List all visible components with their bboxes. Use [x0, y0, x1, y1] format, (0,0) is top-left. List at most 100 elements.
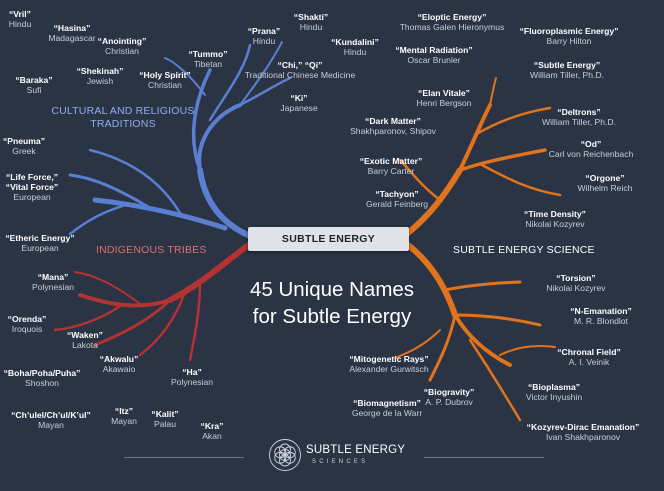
energy-origin: Hindu — [252, 35, 276, 46]
cultural-branch — [68, 202, 132, 236]
energy-name: “Chi,” “Qi” — [277, 60, 323, 70]
energy-origin: Henri Bergson — [416, 97, 472, 108]
energy-name: “Fluoroplasmic Energy” — [519, 26, 619, 36]
energy-name-entry: “N-Emanation” M. R. Blondlot — [531, 306, 664, 327]
energy-name-entry: “Tachyon” Gerald Feinberg — [327, 189, 467, 210]
science-branch — [468, 338, 522, 422]
headline: 45 Unique Names for Subtle Energy — [216, 276, 448, 330]
logo-text-sub: SCIENCES — [312, 459, 369, 465]
science-branch — [398, 158, 442, 202]
energy-name: “Chronal Field” — [557, 347, 621, 357]
energy-name: “Hasina” — [53, 23, 91, 33]
footer-rule-left — [124, 457, 244, 458]
energy-origin: Tibetan — [193, 58, 223, 69]
energy-name-entry: “Exotic Matter” Barry Carter — [321, 156, 461, 177]
science-trunk — [405, 242, 458, 318]
energy-name-entry: “Vril” Hindu — [0, 9, 90, 30]
energy-origin: Jewish — [86, 75, 114, 86]
energy-origin: William Tiller, Ph.D. — [541, 116, 616, 127]
energy-origin: Hindu — [8, 18, 32, 29]
cultural-branch — [191, 68, 212, 172]
science-branch — [428, 313, 457, 382]
energy-name-entry: “Kalit” Palau — [95, 409, 235, 430]
flower-of-life-icon — [269, 439, 301, 471]
energy-name: “Dark Matter” — [365, 116, 421, 126]
science-branch — [489, 77, 497, 106]
energy-name-entry: “Kundalini” Hindu — [285, 37, 425, 58]
energy-name: “Deltrons” — [557, 107, 601, 117]
energy-name: “Shakti” — [293, 12, 329, 22]
energy-name: “Vril” — [9, 9, 31, 19]
energy-name-entry: “Deltrons” William Tiller, Ph.D. — [509, 107, 649, 128]
energy-name-entry: “Tummo” Tibetan — [138, 49, 278, 70]
energy-name-entry: “Hasina” Madagascar — [2, 23, 142, 44]
energy-name: “Prana” — [247, 26, 281, 36]
energy-origin: Christian — [148, 79, 182, 90]
category-science-text: SUBTLE ENERGY SCIENCE — [453, 244, 595, 256]
energy-name-entry: “Chronal Field” A. I. Veinik — [519, 347, 659, 368]
energy-origin: Akawaio — [102, 363, 136, 374]
energy-origin: Lakota — [72, 339, 98, 350]
energy-name-entry: “Boha/Poha/Puha” Shoshon — [0, 368, 112, 389]
energy-name-entry: “Subtle Energy” William Tiller, Ph.D. — [497, 60, 637, 81]
energy-origin: Nikolai Kozyrev — [546, 282, 606, 293]
energy-origin: Shoshon — [25, 377, 59, 388]
energy-name: “Mana” — [37, 272, 69, 282]
energy-name-entry: “Pneuma” Greek — [0, 136, 94, 157]
energy-origin: Madagascar — [48, 32, 96, 43]
energy-origin: Mayan — [111, 415, 137, 426]
energy-name: “Ch’ulel/Ch’ul/K’ul” — [11, 410, 91, 420]
energy-origin: Gerald Feinberg — [365, 198, 429, 209]
energy-name-entry: “Life Force,” “Vital Force” European — [0, 172, 102, 203]
category-cultural-label: CULTURAL AND RELIGIOUS TRADITIONS — [38, 105, 208, 131]
energy-name: “Boha/Poha/Puha” — [3, 368, 81, 378]
center-title-box: SUBTLE ENERGY — [248, 227, 409, 251]
category-indigenous-text: INDIGENOUS TRIBES — [96, 244, 207, 256]
energy-name: “Eloptic Energy” — [417, 12, 487, 22]
energy-origin: Akan — [202, 430, 222, 441]
energy-origin: Sufi — [26, 84, 42, 95]
energy-name-entry: “Baraka” Sufi — [0, 75, 104, 96]
energy-name: “Kozyrev-Dirac Emanation” — [526, 422, 640, 432]
energy-name-entry: “Time Density” Nikolai Kozyrev — [485, 209, 625, 230]
science-trunk — [405, 167, 463, 236]
indigenous-branch — [93, 298, 172, 347]
energy-name-entry: “Mental Radiation” Oscar Brunler — [364, 45, 504, 66]
energy-name: “Life Force,” “Vital Force” — [5, 172, 59, 192]
energy-origin: Barry Carter — [367, 165, 415, 176]
energy-name-entry: “Itz” Mayan — [54, 406, 194, 427]
energy-name: “Holy Spirit” — [139, 70, 191, 80]
energy-name-entry: “Shakti” Hindu — [241, 12, 381, 33]
energy-name: “Baraka” — [15, 75, 53, 85]
energy-origin: A. I. Veinik — [568, 356, 610, 367]
energy-name-entry: “Kozyrev-Dirac Emanation” Ivan Shakhparon… — [513, 422, 653, 443]
energy-origin: Christian — [105, 45, 139, 56]
energy-name: “Mental Radiation” — [395, 45, 473, 55]
science-branch — [443, 280, 522, 292]
science-branch — [458, 103, 492, 172]
energy-name: “Time Density” — [524, 209, 586, 219]
energy-name-entry: “Prana” Hindu — [194, 26, 334, 47]
energy-name: “Subtle Energy” — [533, 60, 601, 70]
energy-name: “N-Emanation” — [570, 306, 632, 316]
science-branch — [453, 313, 542, 327]
energy-name-entry: “Eloptic Energy” Thomas Galen Hieronymus — [382, 12, 522, 33]
energy-origin: Hindu — [299, 21, 323, 32]
energy-name-entry: “Mana” Polynesian — [0, 272, 123, 293]
energy-name-entry: “Ch’ulel/Ch’ul/K’ul” Mayan — [0, 410, 121, 431]
energy-origin: Shakhparonov, Shipov — [350, 125, 436, 136]
energy-origin: European — [21, 242, 59, 253]
category-science-label: SUBTLE ENERGY SCIENCE — [453, 244, 595, 257]
indigenous-branch — [74, 271, 141, 305]
energy-name: “Ki” — [290, 93, 308, 103]
energy-name: “Kundalini” — [331, 37, 379, 47]
energy-name-entry: “Biogravity” A. P. Dubrov — [379, 387, 519, 408]
energy-origin: Hindu — [343, 46, 367, 57]
energy-name-entry: “Kra” Akan — [142, 421, 282, 442]
energy-origin: A. P. Dubrov — [425, 396, 473, 407]
energy-name-entry: “Ki” Japanese — [229, 93, 369, 114]
energy-name-entry: “Anointing” Christian — [52, 36, 192, 57]
energy-origin: Nikolai Kozyrev — [525, 218, 585, 229]
cultural-branch — [164, 57, 206, 96]
category-indigenous-label: INDIGENOUS TRIBES — [96, 244, 206, 257]
